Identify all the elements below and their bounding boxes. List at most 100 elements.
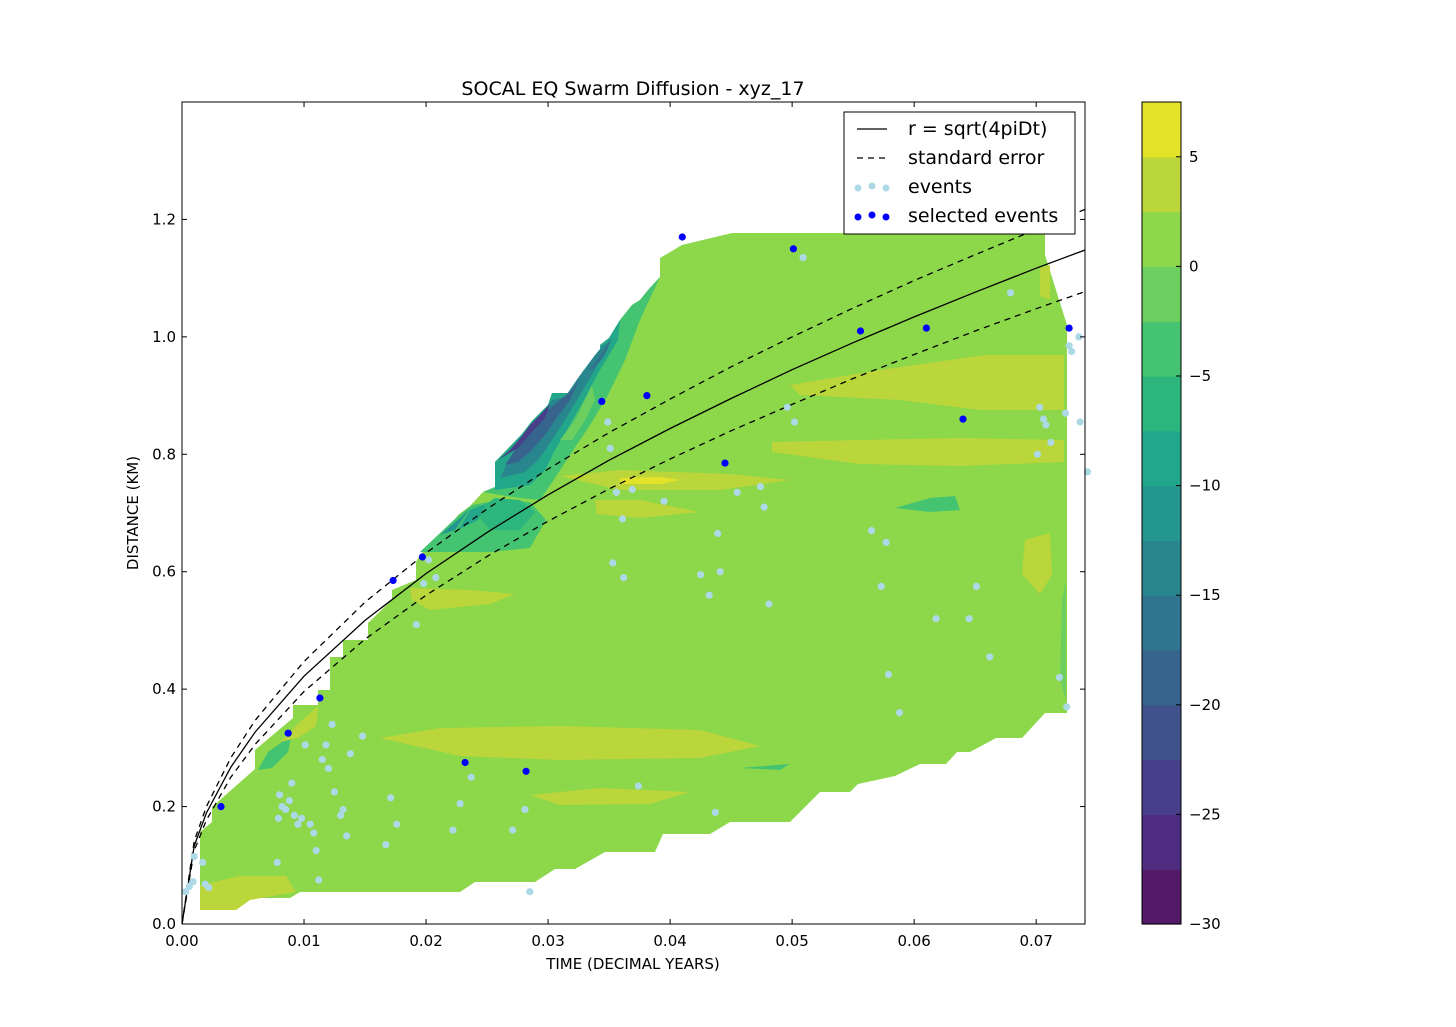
event-point	[346, 750, 354, 758]
selected-event-point	[522, 767, 530, 775]
event-point	[298, 814, 306, 822]
event-point	[705, 591, 713, 599]
y-tick-label: 0.8	[152, 445, 176, 463]
event-point	[628, 485, 636, 494]
event-point	[182, 888, 190, 896]
event-point	[467, 773, 475, 781]
colorbar-tick-label: −25	[1189, 805, 1221, 823]
y-tick-label: 1.2	[152, 210, 176, 228]
event-point	[733, 488, 741, 496]
y-tick-label: 0.6	[152, 563, 176, 581]
event-point	[526, 888, 534, 896]
colorbar-tick-label: −5	[1189, 367, 1211, 385]
selected-event-point	[856, 327, 865, 335]
event-point	[604, 418, 612, 426]
colorbar-band	[1142, 595, 1181, 651]
event-point	[456, 800, 464, 808]
event-point	[714, 529, 722, 538]
event-point	[1039, 415, 1048, 423]
colorbar-band	[1142, 321, 1181, 377]
contour-region-20	[440, 508, 470, 535]
selected-event-point	[598, 397, 606, 405]
contour-region-15	[258, 734, 292, 770]
event-point	[965, 615, 973, 623]
x-tick-label: 0.04	[653, 932, 686, 950]
colorbar-tick-label: 0	[1189, 257, 1199, 275]
fit-curve	[182, 249, 1085, 924]
event-point	[1007, 289, 1015, 297]
event-point	[393, 820, 401, 828]
event-point	[711, 808, 719, 817]
event-point	[1063, 703, 1071, 711]
x-tick-label: 0.07	[1019, 932, 1052, 950]
event-point	[521, 805, 529, 814]
colorbar-frame	[1141, 101, 1182, 925]
event-point	[1061, 409, 1070, 417]
contour-region-14	[740, 764, 790, 770]
event-point	[328, 720, 336, 729]
event-point	[189, 878, 197, 886]
colorbar: −30 −25 −20 −15 −10 −5 0 5	[1141, 101, 1221, 933]
x-tick-label: 0.05	[775, 932, 808, 950]
event-point	[972, 582, 981, 591]
y-axis-label: DISTANCE (KM)	[124, 456, 142, 570]
legend-label-error: standard error	[908, 147, 1045, 169]
colorbar-band	[1142, 814, 1181, 870]
event-point	[895, 709, 904, 717]
colorbar-band	[1142, 485, 1181, 541]
event-point	[322, 741, 330, 749]
error-lower-curve	[182, 290, 1085, 924]
selected-event-point	[418, 553, 426, 561]
event-point	[612, 488, 621, 496]
event-point	[765, 600, 773, 608]
selected-event-point	[316, 694, 324, 702]
event-point	[660, 497, 668, 505]
x-tick-label: 0.02	[409, 932, 442, 950]
event-point	[791, 418, 799, 426]
event-point	[310, 829, 318, 837]
y-tick-label: 0.0	[152, 915, 176, 933]
event-point	[382, 841, 390, 849]
y-axis: 0.0 0.2 0.4 0.6 0.8 1.0 1.2	[152, 210, 1085, 933]
legend-label-events: events	[908, 176, 972, 198]
chart-title: SOCAL EQ Swarm Diffusion - xyz_17	[461, 78, 804, 100]
event-point	[618, 515, 627, 523]
event-point	[799, 254, 807, 262]
event-point	[634, 782, 643, 790]
event-point	[716, 568, 724, 576]
colorbar-band	[1142, 376, 1181, 432]
contour-region-11	[620, 477, 680, 484]
contour-region-7	[772, 438, 1064, 466]
selected-event-point	[789, 245, 798, 253]
contour-region-8	[790, 355, 1064, 410]
event-point	[932, 615, 940, 623]
event-point	[697, 571, 705, 579]
x-tick-label: 0.00	[165, 932, 198, 950]
legend-box	[843, 111, 1076, 235]
selected-event-point	[959, 415, 967, 423]
colorbar-band	[1142, 266, 1181, 322]
event-point	[756, 483, 765, 491]
event-point	[282, 805, 290, 814]
event-point	[301, 741, 309, 749]
error-upper-curve	[182, 208, 1085, 924]
contour-region-25	[498, 404, 550, 460]
fit-curves	[182, 208, 1085, 924]
event-point	[199, 858, 207, 867]
x-tick-label: 0.06	[897, 932, 930, 950]
event-point	[337, 811, 345, 820]
y-tick-label: 1.0	[152, 328, 176, 346]
colorbar-tick-label: −20	[1189, 696, 1221, 714]
contour-region-12	[1060, 580, 1066, 700]
colorbar-band	[1142, 430, 1181, 487]
event-point	[420, 579, 428, 588]
event-point	[783, 403, 791, 411]
event-point	[274, 814, 282, 822]
x-axis-label: TIME (DECIMAL YEARS)	[545, 955, 720, 973]
selected-event-point	[643, 392, 651, 400]
event-point	[1075, 333, 1083, 341]
legend-label-selected: selected events	[908, 205, 1058, 227]
selected-event-point	[284, 729, 292, 737]
colorbar-band	[1142, 211, 1181, 267]
colorbar-band	[1142, 102, 1181, 158]
